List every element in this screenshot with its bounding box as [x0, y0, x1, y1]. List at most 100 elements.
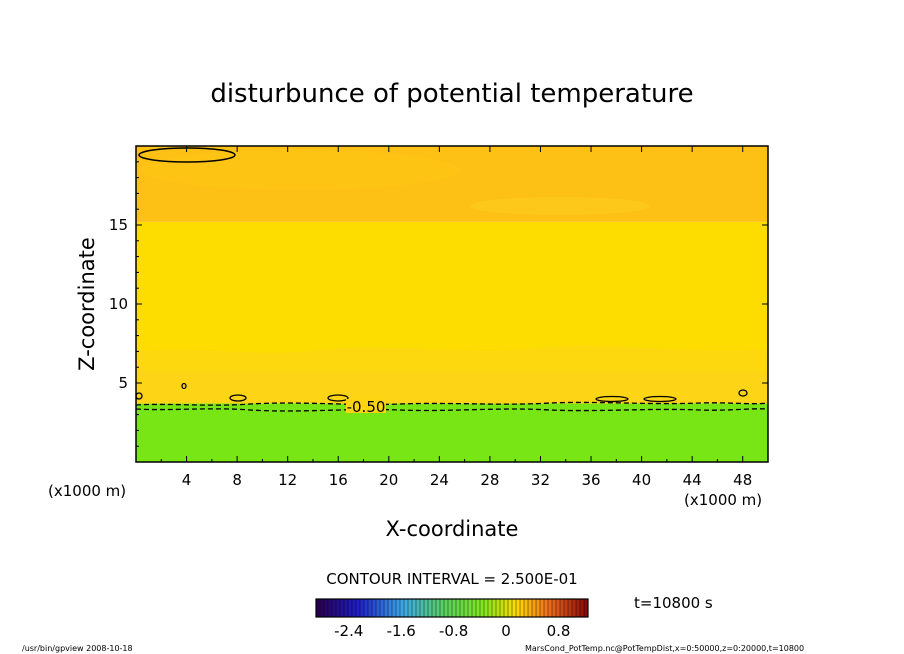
x-tick-label: 8	[232, 471, 242, 489]
footer-left: /usr/bin/gpview 2008-10-18	[22, 644, 133, 653]
y-tick-label: 15	[109, 216, 128, 234]
colorbar-frame	[315, 598, 589, 618]
colorbar-segment	[412, 599, 417, 617]
colorbar-segment	[532, 599, 537, 617]
colorbar-segment	[464, 599, 469, 617]
colorbar-segment	[448, 599, 453, 617]
colorbar-segment	[496, 599, 501, 617]
x-tick-label: 48	[733, 471, 752, 489]
small-contours	[135, 382, 748, 403]
colorbar-segment	[396, 599, 401, 617]
colorbar-segment	[424, 599, 429, 617]
colorbar-segment	[484, 599, 489, 617]
colorbar-segment	[452, 599, 457, 617]
colorbar-segment	[520, 599, 525, 617]
x-tick-label: 4	[182, 471, 192, 489]
x-tick-label: 24	[430, 471, 449, 489]
colorbar-segment	[584, 599, 589, 617]
colorbar-segment	[360, 599, 365, 617]
y-axis-label: Z-coordinate	[75, 237, 99, 371]
colorbar-segment	[488, 599, 493, 617]
colorbar-segment	[508, 599, 513, 617]
colorbar-segment	[544, 599, 549, 617]
colorbar-segment	[468, 599, 473, 617]
colorbar-segment	[492, 599, 497, 617]
colorbar-segment	[556, 599, 561, 617]
colorbar-segment	[340, 599, 345, 617]
colorbar-segment	[436, 599, 441, 617]
colorbar-segment	[316, 599, 321, 617]
colorbar-segment	[444, 599, 449, 617]
colorbar-segment	[420, 599, 425, 617]
colorbar-segment	[460, 599, 465, 617]
colorbar-segment	[504, 599, 509, 617]
colorbar-segment	[476, 599, 481, 617]
colorbar-segment	[344, 599, 349, 617]
colorbar-segment	[392, 599, 397, 617]
colorbar-segment	[364, 599, 369, 617]
colorbar-segment	[400, 599, 405, 617]
colorbar-segment	[564, 599, 569, 617]
x-axis-label: X-coordinate	[386, 517, 519, 541]
colorbar-segment	[416, 599, 421, 617]
x-tick-label: 32	[531, 471, 550, 489]
contour-label-bg	[346, 399, 386, 413]
colorbar-segment	[388, 599, 393, 617]
time-label: t=10800 s	[634, 594, 713, 612]
colorbar-segment	[356, 599, 361, 617]
colorbar-segment	[368, 599, 373, 617]
colorbar-tick-label: -2.4	[334, 622, 363, 640]
colorbar-segment	[576, 599, 581, 617]
colorbar-segment	[404, 599, 409, 617]
x-axis-unit-left: (x1000 m)	[48, 482, 126, 500]
colorbar-segment	[560, 599, 565, 617]
colorbar-segment	[540, 599, 545, 617]
y-tick-label: 10	[109, 295, 128, 313]
colorbar-segment	[472, 599, 477, 617]
contour-line	[135, 408, 769, 412]
colorbar-segment	[384, 599, 389, 617]
colorbar-segment	[516, 599, 521, 617]
x-axis-unit-right: (x1000 m)	[684, 491, 762, 509]
colorbar-segment	[428, 599, 433, 617]
colorbar-segment	[324, 599, 329, 617]
colorbar-segment	[376, 599, 381, 617]
colorbar-tick-label: -0.8	[439, 622, 468, 640]
colorbar-segment	[380, 599, 385, 617]
colorbar-segment	[320, 599, 325, 617]
colorbar-segment	[352, 599, 357, 617]
colorbar-segment	[512, 599, 517, 617]
contour-line	[135, 401, 769, 406]
x-tick-label: 28	[480, 471, 499, 489]
colorbar-segment	[408, 599, 413, 617]
colorbar-segment	[440, 599, 445, 617]
colorbar-segment	[524, 599, 529, 617]
colorbar-tick-label: 0	[501, 622, 511, 640]
colorbar	[315, 599, 589, 617]
colorbar-segment	[572, 599, 577, 617]
colorbar-segment	[372, 599, 377, 617]
x-tick-label: 16	[329, 471, 348, 489]
x-tick-label: 40	[632, 471, 651, 489]
lower-shade-region	[136, 345, 768, 372]
x-tick-label: 44	[683, 471, 702, 489]
colorbar-segment	[536, 599, 541, 617]
colorbar-segment	[568, 599, 573, 617]
x-tick-label: 36	[581, 471, 600, 489]
colorbar-segment	[500, 599, 505, 617]
colorbar-segment	[580, 599, 585, 617]
colorbar-segment	[336, 599, 341, 617]
filled-band-2	[136, 221, 768, 355]
x-tick-label: 12	[278, 471, 297, 489]
colorbar-segment	[480, 599, 485, 617]
upper-shade-region	[470, 197, 650, 215]
y-tick-label: 5	[118, 374, 128, 392]
filled-band-0	[136, 403, 768, 462]
chart-title: disturbunce of potential temperature	[210, 79, 693, 109]
colorbar-tick-label: -1.6	[387, 622, 416, 640]
colorbar-segment	[552, 599, 557, 617]
footer-right: MarsCond_PotTemp.nc@PotTempDist,x=0:5000…	[525, 644, 804, 653]
colorbar-segment	[348, 599, 353, 617]
